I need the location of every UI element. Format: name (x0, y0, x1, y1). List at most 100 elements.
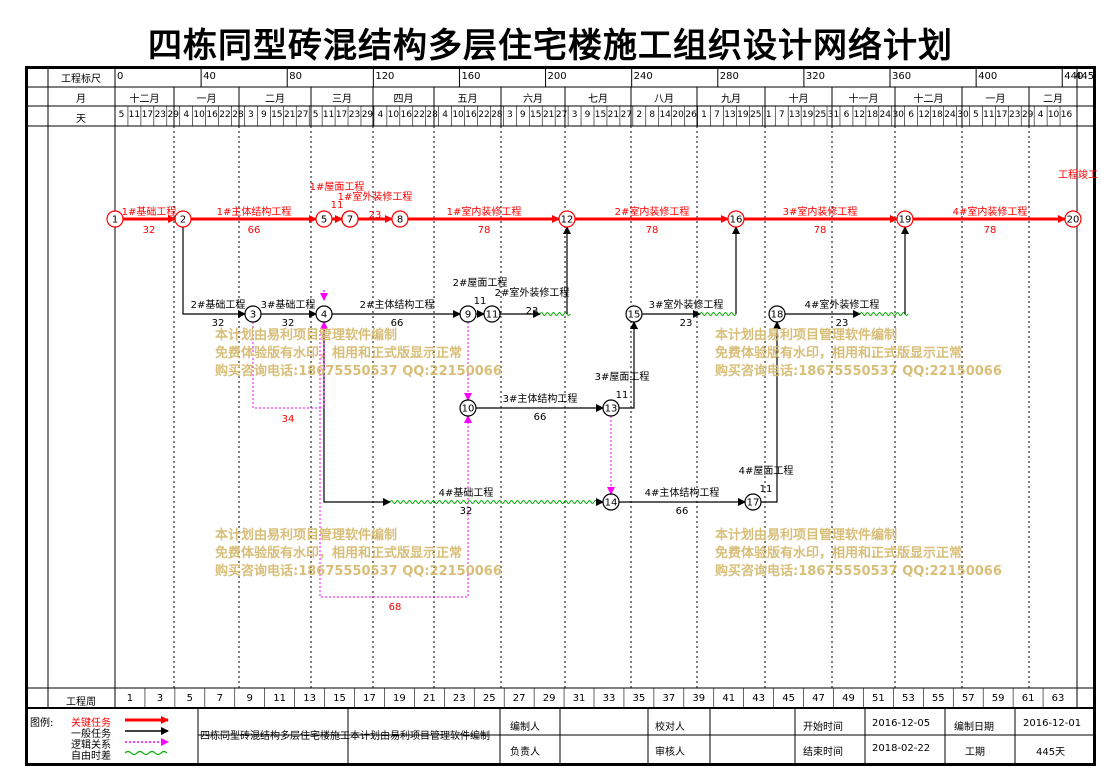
node-circle (625, 305, 643, 323)
day-label: 22 (413, 110, 425, 120)
day-label: 4 (377, 110, 384, 120)
week-label: 25 (482, 693, 496, 704)
day-label: 22 (219, 110, 231, 120)
week-label: 11 (273, 693, 287, 704)
week-label: 17 (363, 693, 376, 704)
task-name: 4#基础工程 (439, 486, 494, 499)
week-label: 63 (1051, 693, 1065, 704)
task-name: 2#室外装修工程 (495, 286, 570, 299)
task-name: 3#室外装修工程 (649, 298, 724, 311)
task-name: 4#室外装修工程 (805, 298, 880, 311)
node-circle (727, 210, 745, 228)
float-wave (389, 500, 601, 504)
legend-label: 图例: (30, 718, 54, 729)
month-label: 十二月 (129, 94, 160, 105)
logic-arrow (319, 330, 472, 598)
day-label: 31 (827, 110, 840, 120)
period-value: 445天 (1036, 747, 1066, 758)
node-circle (768, 305, 786, 323)
day-label: 21 (284, 110, 296, 120)
node-circle (459, 399, 477, 417)
week-label: 53 (901, 693, 915, 704)
scale-tick-label: 445 (1075, 71, 1095, 82)
task-duration: 78 (814, 225, 827, 236)
scale-tick-label: 280 (719, 71, 739, 82)
schedule-frame (25, 66, 1096, 766)
day-label: 8 (649, 110, 656, 120)
node-number: 17 (747, 498, 760, 509)
day-label: 28 (491, 110, 503, 120)
task-duration: 23 (680, 318, 693, 329)
day-label: 27 (555, 110, 568, 120)
task-name: 4#主体结构工程 (645, 486, 720, 499)
task-name: 2#屋面工程 (453, 277, 508, 289)
day-label: 21 (542, 110, 555, 120)
task-name: 1#主体结构工程 (217, 205, 292, 218)
week-label: 29 (542, 693, 556, 704)
node-circle (106, 210, 124, 228)
task-name: 1#屋面工程 (310, 181, 365, 193)
node-number: 15 (628, 310, 641, 321)
day-label: 27 (296, 110, 309, 120)
date-value: 2016-12-01 (1023, 718, 1082, 729)
task-duration: 32 (282, 318, 295, 329)
day-label: 13 (788, 110, 801, 120)
day-label: 25 (750, 110, 762, 120)
day-label: 7 (714, 110, 720, 120)
day-label: 23 (348, 110, 361, 120)
node-circle (174, 210, 192, 228)
day-label: 3 (506, 110, 513, 120)
node-number: 11 (486, 310, 499, 321)
month-label: 一月 (196, 94, 217, 105)
day-label: 3 (248, 110, 254, 120)
task-duration: 32 (143, 225, 156, 236)
node-number: 10 (462, 404, 475, 415)
task-duration: 11 (616, 390, 629, 401)
start-label: 开始时间 (803, 722, 843, 733)
week-label: 45 (782, 693, 795, 704)
day-label: 3 (571, 110, 578, 120)
node-circle (315, 305, 333, 323)
node-number: 5 (321, 215, 327, 226)
page-title: 四栋同型砖混结构多层住宅楼施工组织设计网络计划 (148, 26, 953, 66)
week-label: 27 (512, 693, 526, 704)
scale-tick-label: 240 (633, 71, 653, 82)
float-wave (699, 312, 737, 316)
node-number: 8 (397, 215, 403, 226)
scale-tick-label: 360 (892, 71, 912, 82)
task-name: 3#室内装修工程 (783, 205, 858, 218)
day-label: 29 (361, 110, 374, 120)
responsible-label: 负责人 (510, 747, 540, 758)
week-label: 57 (961, 693, 975, 704)
day-label: 10 (452, 110, 464, 120)
week-label: 31 (572, 693, 586, 704)
week-label: 39 (692, 693, 706, 704)
task-arrow (761, 321, 781, 503)
day-label: 14 (659, 110, 671, 120)
week-label: 37 (662, 693, 676, 704)
task-duration: 32 (212, 318, 225, 329)
day-label: 10 (193, 110, 205, 120)
legend-float-wave (124, 750, 168, 756)
day-label: 天 (76, 114, 86, 125)
day-label: 15 (271, 110, 283, 120)
task-name: 4#室内装修工程 (953, 205, 1028, 218)
day-label: 4 (183, 110, 190, 120)
day-label: 20 (672, 110, 684, 120)
node-number: 14 (605, 498, 618, 509)
week-label: 47 (812, 693, 825, 704)
day-label: 15 (530, 110, 542, 120)
node-number: 18 (771, 310, 784, 321)
task-duration: 78 (984, 225, 997, 236)
day-label: 9 (260, 110, 267, 120)
node-number: 7 (347, 215, 353, 226)
day-label: 25 (814, 110, 827, 120)
day-label: 17 (996, 110, 1008, 120)
logic-arrow (252, 321, 328, 409)
month-label: 四月 (393, 94, 414, 105)
task-name: 3#主体结构工程 (503, 392, 578, 405)
month-label: 一月 (985, 94, 1006, 105)
day-label: 19 (737, 110, 749, 120)
reviewer-label: 审核人 (655, 747, 685, 758)
month-label: 月 (76, 94, 86, 105)
